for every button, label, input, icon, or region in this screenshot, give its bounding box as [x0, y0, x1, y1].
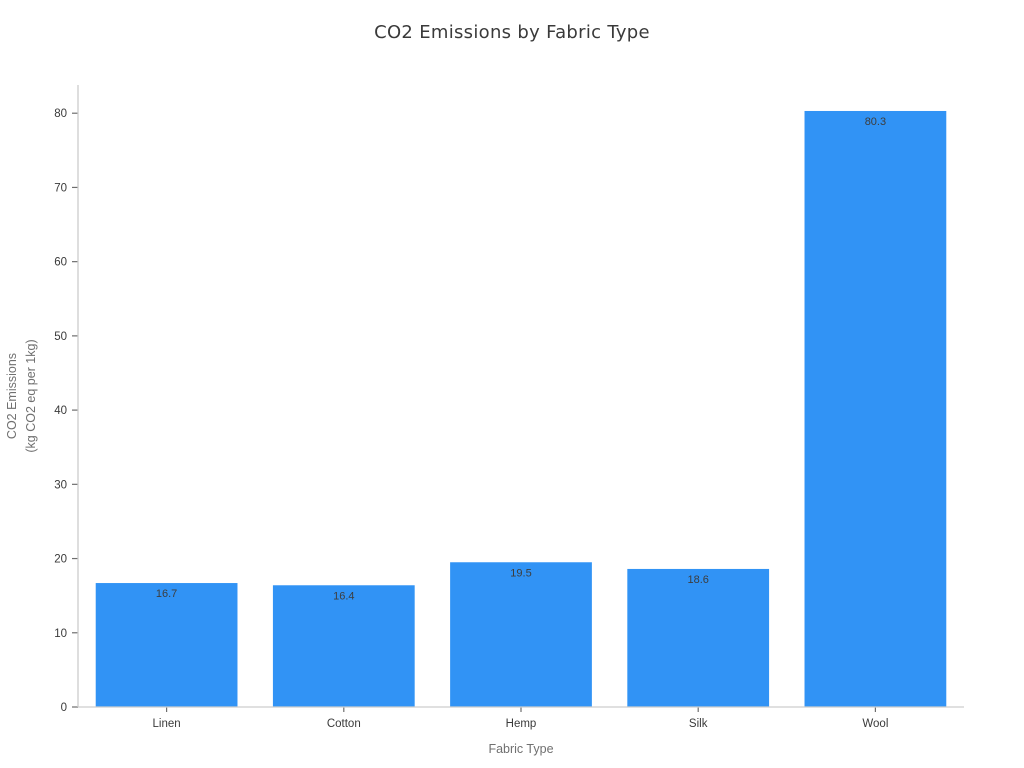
bar-value-label: 80.3 — [865, 116, 886, 128]
y-tick-label: 80 — [54, 108, 67, 120]
x-tick-label: Hemp — [506, 718, 537, 730]
y-tick-label: 50 — [54, 331, 67, 343]
x-tick-label: Cotton — [327, 718, 361, 730]
bar-silk — [627, 568, 770, 707]
x-axis-label: Fabric Type — [488, 742, 554, 756]
x-tick-label: Silk — [689, 718, 708, 730]
y-tick-label: 70 — [54, 182, 67, 194]
bar-linen — [95, 583, 238, 707]
bar-value-label: 16.4 — [333, 590, 354, 602]
bar-hemp — [450, 562, 592, 707]
bar-cotton — [272, 585, 415, 707]
y-tick-label: 20 — [54, 554, 67, 566]
x-tick-label: Wool — [862, 718, 888, 730]
bar-value-label: 19.5 — [510, 567, 531, 579]
bar-wool — [804, 110, 947, 708]
chart-title: CO2 Emissions by Fabric Type — [374, 22, 650, 43]
y-tick-label: 40 — [54, 405, 67, 417]
y-tick-label: 0 — [61, 702, 67, 714]
y-tick-label: 30 — [54, 479, 67, 491]
bar-value-label: 18.6 — [687, 574, 708, 586]
bar-value-label: 16.7 — [156, 588, 177, 600]
y-tick-label: 60 — [54, 257, 67, 269]
x-tick-label: Linen — [153, 718, 181, 730]
y-tick-label: 10 — [54, 628, 67, 640]
